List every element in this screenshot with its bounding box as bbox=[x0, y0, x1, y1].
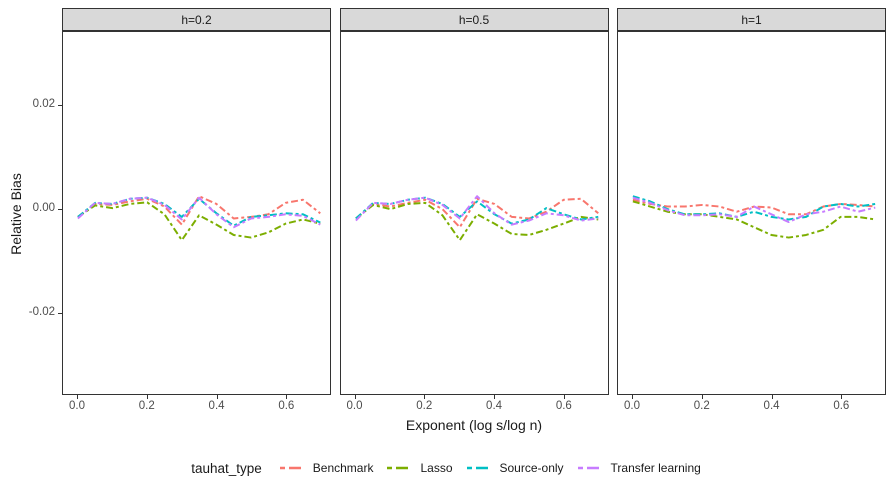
line-key-icon bbox=[466, 466, 493, 470]
x-tick-mark bbox=[632, 395, 633, 399]
legend-label: Source-only bbox=[499, 461, 564, 475]
facet-strip-h05: h=0.5 bbox=[339, 8, 609, 31]
x-tick-mark bbox=[77, 395, 78, 399]
x-tick-mark bbox=[701, 395, 703, 399]
x-tick-mark bbox=[494, 395, 496, 399]
x-tick-mark bbox=[771, 395, 773, 399]
facet-strip-h1: h=1 bbox=[617, 8, 886, 31]
x-tick-label: 0.2 bbox=[416, 400, 433, 412]
x-tick-label: 0.2 bbox=[693, 400, 710, 412]
legend-entry-source-only: Source-only bbox=[466, 461, 564, 475]
x-tick-label: 0.6 bbox=[278, 400, 295, 412]
y-tick-mark bbox=[58, 313, 62, 315]
x-tick-label: 0.6 bbox=[555, 400, 572, 412]
y-tick-label: 0.02 bbox=[32, 97, 55, 110]
legend-title: tauhat_type bbox=[191, 460, 262, 476]
legend-label: Lasso bbox=[420, 461, 453, 475]
facet-strip-label: h=0.2 bbox=[181, 12, 212, 27]
legend: tauhat_type Benchmark Lasso Source-only … bbox=[0, 453, 892, 483]
facet-strip-label: h=0.5 bbox=[458, 12, 490, 27]
facet-svg-0 bbox=[77, 195, 321, 242]
legend-entry-lasso: Lasso bbox=[387, 461, 453, 475]
x-tick-mark bbox=[841, 395, 843, 399]
series-line-transfer-learning bbox=[77, 196, 321, 229]
line-key-icon bbox=[577, 466, 604, 470]
legend-entry-benchmark: Benchmark bbox=[279, 461, 374, 475]
x-tick-mark bbox=[354, 395, 356, 399]
x-tick-label: 0.0 bbox=[69, 400, 85, 412]
x-tick-label: 0.4 bbox=[763, 400, 780, 412]
series-line-transfer-learning bbox=[632, 196, 876, 224]
facet-svg-2 bbox=[632, 195, 876, 239]
series-line-benchmark bbox=[354, 197, 599, 229]
y-tick-label: 0.00 bbox=[32, 202, 55, 215]
x-axis-title: Exponent (log s/log n) bbox=[405, 417, 543, 433]
x-tick-label: 0.4 bbox=[208, 400, 225, 412]
series-line-transfer-learning bbox=[354, 195, 598, 226]
legend-entry-transfer-learning: Transfer learning bbox=[577, 461, 701, 475]
y-tick-mark bbox=[58, 104, 62, 106]
facet-panel-h1 bbox=[617, 31, 886, 395]
x-tick-label: 0.0 bbox=[624, 400, 640, 412]
line-key-icon bbox=[279, 466, 306, 470]
facet-svg-1 bbox=[354, 195, 599, 242]
y-tick-label: -0.02 bbox=[28, 306, 55, 319]
legend-label: Benchmark bbox=[312, 461, 374, 475]
facet-panel-h02 bbox=[62, 31, 331, 395]
line-key-icon bbox=[387, 466, 414, 470]
series-line-source-only bbox=[77, 196, 321, 227]
x-tick-mark bbox=[286, 395, 288, 399]
legend-label: Transfer learning bbox=[610, 461, 701, 475]
y-tick-mark bbox=[58, 209, 62, 211]
series-line-lasso bbox=[77, 201, 321, 242]
facet-panel-h05 bbox=[339, 31, 609, 395]
x-tick-mark bbox=[146, 395, 148, 399]
x-tick-label: 0.6 bbox=[833, 400, 850, 412]
series-line-benchmark bbox=[77, 195, 321, 226]
facet-strip-label: h=1 bbox=[741, 12, 762, 27]
x-tick-label: 0.2 bbox=[138, 400, 155, 412]
series-line-source-only bbox=[354, 196, 598, 225]
x-tick-label: 0.0 bbox=[346, 400, 363, 412]
x-tick-mark bbox=[216, 395, 218, 399]
x-tick-mark bbox=[563, 395, 565, 399]
facet-strip-h02: h=0.2 bbox=[62, 8, 331, 31]
x-tick-label: 0.4 bbox=[486, 400, 503, 412]
series-line-lasso bbox=[354, 201, 598, 242]
x-tick-mark bbox=[424, 395, 426, 399]
